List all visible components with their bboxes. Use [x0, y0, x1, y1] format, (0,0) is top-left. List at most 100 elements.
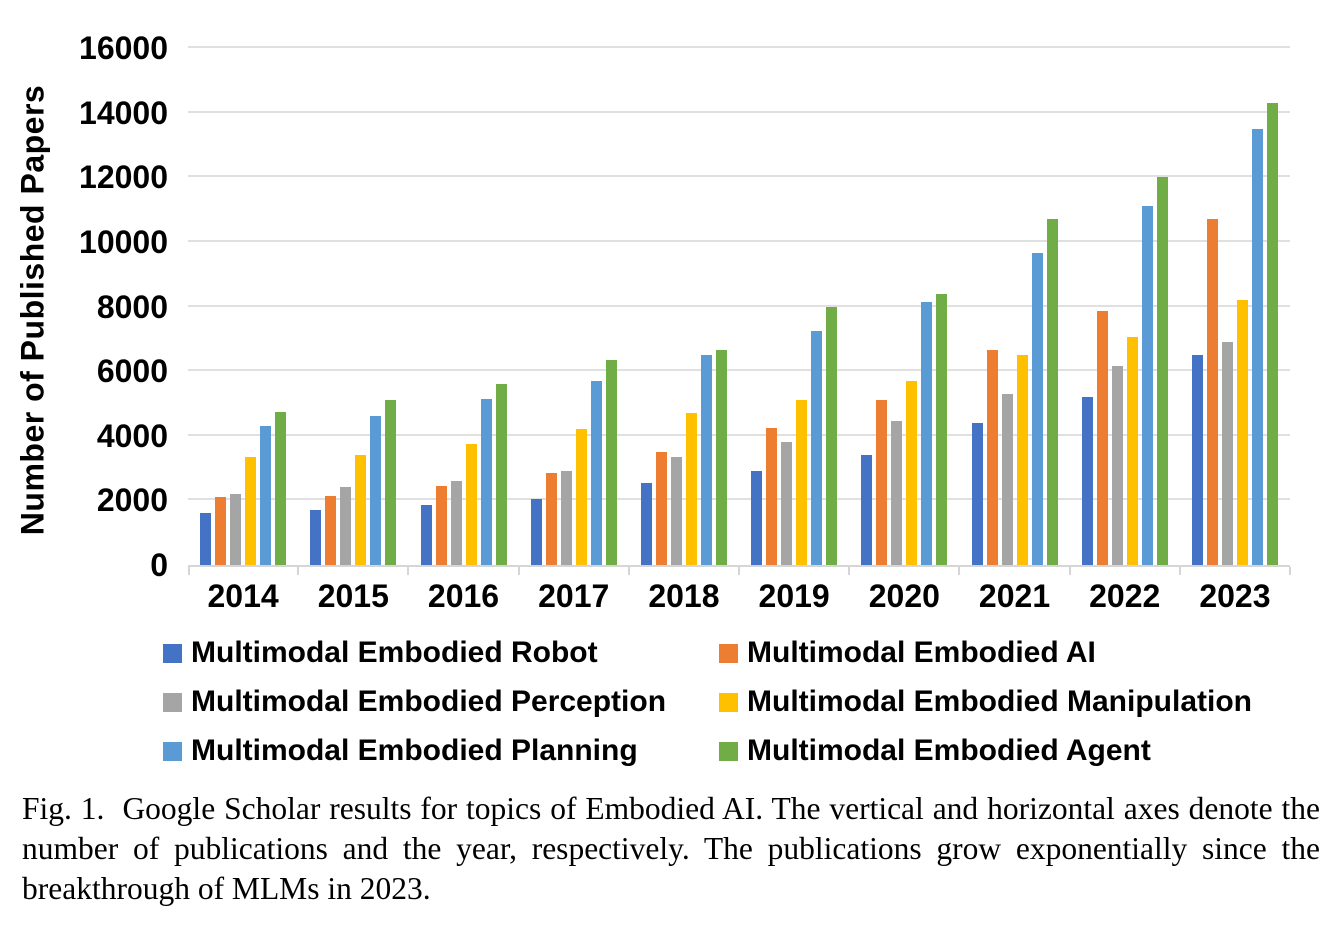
bar-2019	[796, 400, 808, 565]
bar-2016	[465, 443, 477, 565]
bar-2017	[530, 498, 542, 565]
legend-item: Multimodal Embodied AI	[719, 636, 1303, 670]
x-tick-label-2019: 2019	[758, 578, 830, 614]
legend-swatch	[719, 643, 738, 663]
bar-2016	[420, 505, 432, 565]
legend-label: Multimodal Embodied Robot	[191, 636, 598, 669]
bar-2018	[700, 354, 712, 565]
bar-2014	[275, 411, 287, 565]
bar-2023	[1191, 354, 1203, 565]
bar-group-2016	[408, 48, 520, 575]
bar-group-2019	[739, 48, 851, 575]
bar-group-2015	[298, 48, 410, 575]
bar-2021	[1016, 354, 1028, 565]
x-axis-labels: 2014 2015 2016 2017 2018 2019 2020 2021 2022 2023	[188, 578, 1290, 615]
gridline-12000	[188, 175, 1290, 178]
bar-2021	[1046, 219, 1058, 565]
bar-2019	[766, 427, 778, 565]
bar-2021	[971, 422, 983, 565]
x-tick-label-2015: 2015	[317, 578, 389, 614]
bar-2017	[560, 471, 572, 565]
y-tick-label: 4000	[96, 417, 168, 454]
bar-2020	[906, 380, 918, 565]
gridline-14000	[188, 110, 1290, 113]
bar-2023	[1236, 300, 1248, 565]
legend-swatch	[719, 692, 738, 712]
bar-2022	[1081, 396, 1093, 565]
y-tick-label: 12000	[79, 159, 168, 196]
bar-2019	[811, 330, 823, 565]
bar-group-2022	[1070, 48, 1182, 575]
gridline-2000	[188, 498, 1290, 501]
legend-swatch	[163, 643, 182, 663]
legend-swatch	[163, 692, 182, 712]
gridline-4000	[188, 433, 1290, 436]
bar-2020	[921, 301, 933, 565]
legend-item: Multimodal Embodied Manipulation	[719, 685, 1303, 719]
y-tick-label: 14000	[79, 94, 168, 131]
legend-item: Multimodal Embodied Perception	[163, 685, 719, 719]
figure-caption: Fig. 1. Google Scholar results for topics…	[22, 789, 1320, 909]
bar-2023	[1221, 342, 1233, 565]
bar-2018	[670, 456, 682, 565]
x-tick-label-2018: 2018	[648, 578, 720, 614]
bar-2015	[355, 455, 367, 565]
bar-2014	[215, 497, 227, 565]
bar-2014	[260, 426, 272, 565]
bar-2022	[1096, 311, 1108, 565]
y-tick-label: 16000	[79, 30, 168, 66]
bar-2018	[685, 413, 697, 565]
plot-area	[188, 46, 1292, 575]
bar-2017	[575, 429, 587, 565]
bar-2015	[310, 510, 322, 565]
x-tick-label-2021: 2021	[978, 578, 1051, 614]
y-tick-label: 6000	[96, 353, 168, 390]
bar-2014	[245, 456, 257, 565]
bar-2018	[655, 451, 667, 565]
bar-2016	[435, 485, 447, 565]
chart-legend: Multimodal Embodied Robot Multimodal Embo…	[163, 636, 1303, 768]
bar-chart: Number of Published Papers 0 2000 4000 6000…	[0, 32, 1292, 615]
legend-item: Multimodal Embodied Planning	[163, 734, 719, 768]
bar-2021	[1031, 253, 1043, 565]
bar-2019	[781, 442, 793, 565]
gridline-6000	[188, 369, 1290, 372]
x-tick-label-2017: 2017	[538, 578, 610, 614]
bar-2023	[1251, 128, 1263, 565]
y-tick-label: 8000	[96, 288, 168, 325]
bar-2017	[545, 472, 557, 565]
bar-group-2021	[959, 48, 1071, 575]
bar-2020	[876, 400, 888, 565]
bar-2022	[1111, 366, 1123, 565]
bar-2020	[861, 455, 873, 565]
bar-group-2018	[629, 48, 741, 575]
y-axis-tick-labels: 0 2000 4000 6000 8000 10000 12000 14000 16000	[0, 32, 168, 581]
bar-group-2017	[519, 48, 631, 575]
legend-item: Multimodal Embodied Robot	[163, 636, 719, 670]
bar-group-2014	[188, 48, 300, 575]
bar-2018	[715, 350, 727, 565]
bar-2020	[936, 293, 948, 565]
bar-2022	[1141, 206, 1153, 565]
bar-2016	[495, 384, 507, 565]
bar-2019	[826, 306, 838, 565]
bar-2014	[230, 493, 242, 565]
bar-2015	[340, 487, 352, 565]
legend-swatch	[719, 741, 738, 761]
bar-2023	[1266, 102, 1278, 565]
bar-2015	[325, 495, 337, 565]
bar-2021	[1001, 393, 1013, 565]
x-tick-label-2020: 2020	[868, 578, 940, 614]
legend-label: Multimodal Embodied Perception	[191, 685, 667, 718]
bar-2014	[200, 513, 212, 565]
gridline-8000	[188, 304, 1290, 307]
bar-2017	[605, 359, 617, 565]
caption-label: Fig. 1.	[22, 791, 105, 826]
bar-2018	[640, 482, 652, 565]
legend-label: Multimodal Embodied AI	[747, 636, 1096, 669]
bar-2019	[751, 471, 763, 565]
y-tick-label: 10000	[79, 223, 168, 260]
bar-2015	[370, 416, 382, 565]
legend-label: Multimodal Embodied Agent	[747, 734, 1151, 767]
